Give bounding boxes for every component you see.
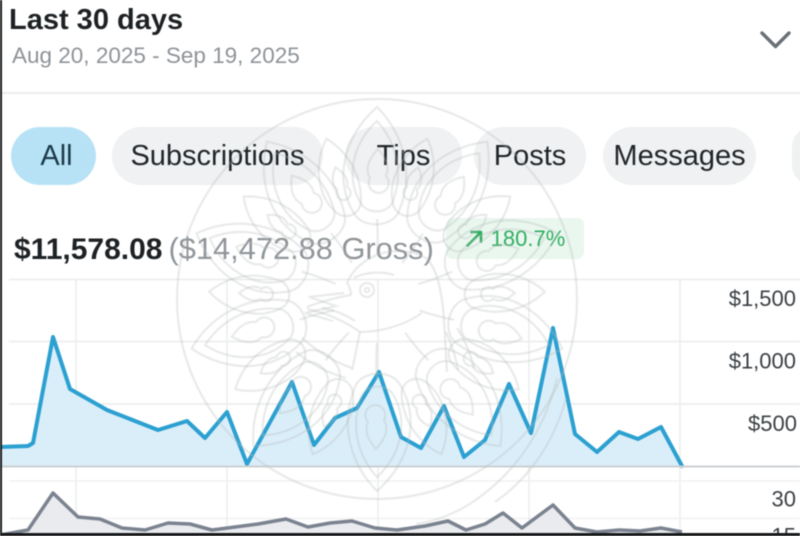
svg-text:30: 30 <box>772 487 796 512</box>
svg-text:$500: $500 <box>748 411 797 436</box>
svg-text:15: 15 <box>772 524 796 536</box>
svg-text:$1,500: $1,500 <box>729 286 796 311</box>
svg-text:$1,000: $1,000 <box>729 349 796 374</box>
